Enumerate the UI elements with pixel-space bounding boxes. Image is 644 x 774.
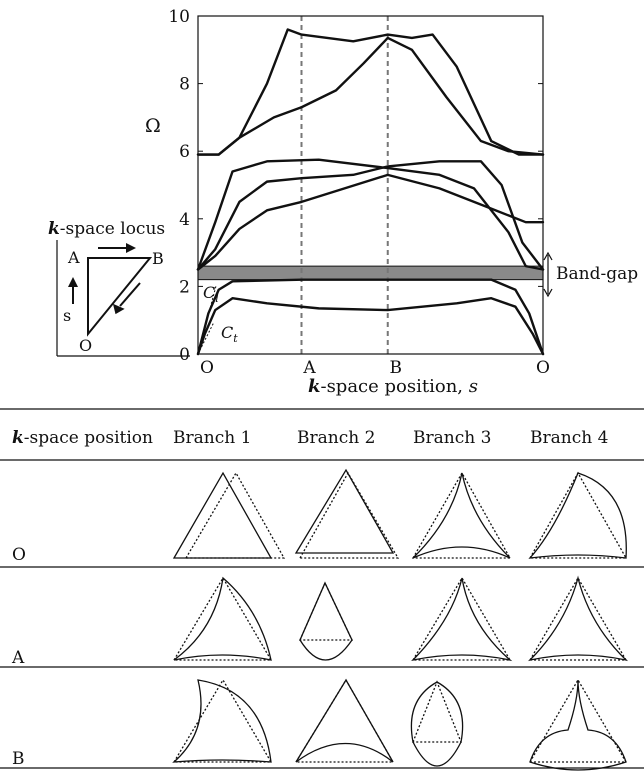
c-t-slope-line xyxy=(197,321,215,355)
y-tick-label-4: 8 xyxy=(179,75,190,95)
y-tick-label-1: 2 xyxy=(179,277,190,297)
locus-triangle xyxy=(87,257,153,337)
locus-label-b: B xyxy=(152,249,164,268)
locus-arrow-s-head xyxy=(68,277,78,287)
curve-1 xyxy=(196,297,545,356)
c-t-label: Ct xyxy=(221,323,238,345)
mode-shape-a-branch-2 xyxy=(299,581,354,661)
table-row-label-b: B xyxy=(12,749,25,769)
table-header-branch-2: Branch 2 xyxy=(297,428,375,448)
curve-2 xyxy=(196,278,545,356)
locus-arrow-bo-head xyxy=(112,303,125,315)
y-axis-ticks: 0 2 4 6 8 10 xyxy=(168,7,543,365)
mode-shape-b-branch-3 xyxy=(410,680,464,767)
band-gap-band xyxy=(197,265,544,281)
band-gap-arrowhead-top xyxy=(543,251,553,261)
y-tick-label-5: 10 xyxy=(168,7,190,27)
y-tick-label-2: 4 xyxy=(179,210,190,230)
mode-shape-a-branch-1 xyxy=(172,576,273,661)
x-tick-label-3: O xyxy=(536,358,550,378)
x-axis-label-s: s xyxy=(469,376,478,397)
locus-arrow-bo xyxy=(119,282,141,307)
table-row-label-a: A xyxy=(11,648,25,668)
x-tick-label-1: A xyxy=(302,358,316,378)
table-header-position: k-space position xyxy=(12,428,153,448)
vertical-reference-lines xyxy=(300,16,389,354)
mode-shape-o-branch-3 xyxy=(411,471,512,559)
band-gap-arrowhead-bottom xyxy=(543,288,553,298)
curve-3 xyxy=(196,173,545,271)
x-axis-label: k-space position, s xyxy=(308,376,478,397)
mode-shape-o-branch-1 xyxy=(172,471,286,559)
table-header-branch-3: Branch 3 xyxy=(413,428,491,448)
x-axis-label-k: k xyxy=(308,376,320,397)
mode-shape-b-branch-2 xyxy=(294,678,395,763)
x-axis-label-text: -space position, xyxy=(320,376,468,397)
mode-shape-a-branch-3 xyxy=(411,576,513,662)
curve-6 xyxy=(196,28,545,156)
k-space-locus-inset: k-space locus A B O s xyxy=(48,219,190,357)
mode-shape-table: k-space position Branch 1 Branch 2 Branc… xyxy=(0,408,644,771)
c-l-label: Cl xyxy=(203,283,219,305)
table-header-branch-4: Branch 4 xyxy=(530,428,608,448)
mode-shape-a-branch-4 xyxy=(528,575,629,662)
band-plot: 0 2 4 6 8 10 O A B O Ω k-space position, s Band-… xyxy=(145,7,638,397)
y-axis-label: Ω xyxy=(145,115,161,137)
curve-7 xyxy=(196,36,545,156)
table-header-branch-1: Branch 1 xyxy=(173,428,251,448)
dispersion-curves xyxy=(196,28,545,356)
mode-shape-b-branch-1 xyxy=(172,678,273,763)
x-tick-label-2: B xyxy=(390,358,403,378)
band-gap-label: Band-gap xyxy=(556,264,638,284)
band-gap-region xyxy=(197,265,544,281)
locus-title: k-space locus xyxy=(48,219,165,239)
y-tick-label-3: 6 xyxy=(179,142,190,162)
mode-shape-o-branch-2 xyxy=(294,468,400,559)
locus-label-s: s xyxy=(63,306,71,325)
curve-5 xyxy=(196,158,545,271)
locus-arrow-ab-head xyxy=(126,243,136,253)
locus-label-o: O xyxy=(79,336,92,355)
mode-shape-b-branch-4 xyxy=(528,678,628,771)
mode-shape-o-branch-4 xyxy=(528,471,628,559)
y-tick-label-0: 0 xyxy=(179,345,190,365)
x-tick-label-0: O xyxy=(200,358,214,378)
plot-frame xyxy=(197,15,544,355)
locus-label-a: A xyxy=(67,248,80,267)
curve-4 xyxy=(196,160,545,271)
table-row-label-o: O xyxy=(12,545,26,565)
